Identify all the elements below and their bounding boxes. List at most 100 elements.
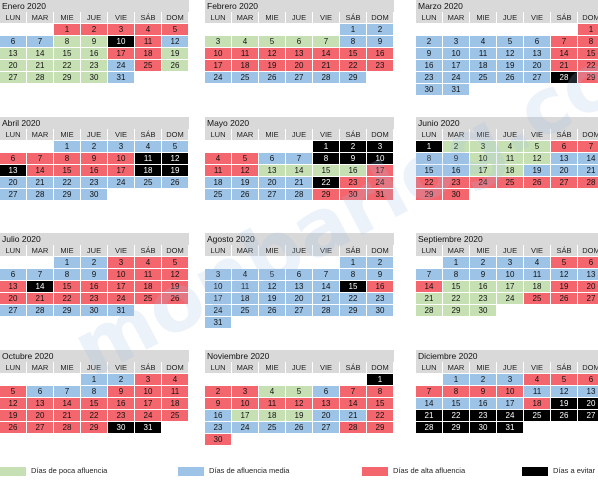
day-cell[interactable]: 13 [286,48,312,59]
day-cell[interactable]: 7 [416,269,442,280]
day-cell[interactable]: 24 [108,293,134,304]
day-cell[interactable]: 9 [81,36,107,47]
day-cell[interactable]: 27 [0,305,26,316]
day-cell[interactable]: 17 [232,410,258,421]
day-cell[interactable]: 29 [443,422,469,433]
day-cell[interactable]: 20 [524,60,550,71]
day-cell[interactable]: 29 [313,189,339,200]
day-cell[interactable]: 14 [551,48,577,59]
day-cell[interactable]: 13 [259,165,285,176]
day-cell[interactable]: 18 [232,293,258,304]
day-cell[interactable]: 19 [497,60,523,71]
day-cell[interactable]: 29 [443,305,469,316]
day-cell[interactable]: 29 [578,72,598,83]
day-cell[interactable]: 5 [232,153,258,164]
day-cell[interactable]: 27 [286,72,312,83]
day-cell[interactable]: 23 [470,410,496,421]
day-cell[interactable]: 5 [524,141,550,152]
day-cell[interactable]: 17 [108,281,134,292]
day-cell[interactable]: 27 [313,422,339,433]
day-cell[interactable]: 9 [470,269,496,280]
day-cell[interactable]: 15 [578,48,598,59]
day-cell[interactable]: 23 [416,72,442,83]
day-cell[interactable]: 12 [551,269,577,280]
day-cell[interactable]: 11 [205,165,231,176]
day-cell[interactable]: 15 [340,281,366,292]
day-cell[interactable]: 28 [27,305,53,316]
day-cell[interactable]: 3 [232,386,258,397]
day-cell[interactable]: 21 [551,60,577,71]
day-cell[interactable]: 21 [416,410,442,421]
day-cell[interactable]: 8 [54,153,80,164]
day-cell[interactable]: 14 [340,398,366,409]
day-cell[interactable]: 8 [81,386,107,397]
day-cell[interactable]: 7 [54,386,80,397]
day-cell[interactable]: 27 [578,293,598,304]
day-cell[interactable]: 27 [27,422,53,433]
day-cell[interactable]: 30 [108,422,134,433]
day-cell[interactable]: 8 [340,269,366,280]
day-cell[interactable]: 27 [0,189,26,200]
day-cell[interactable]: 3 [367,141,393,152]
day-cell[interactable]: 29 [54,189,80,200]
day-cell[interactable]: 26 [0,422,26,433]
day-cell[interactable]: 4 [135,24,161,35]
day-cell[interactable]: 13 [0,165,26,176]
day-cell[interactable]: 9 [205,398,231,409]
day-cell[interactable]: 23 [443,177,469,188]
day-cell[interactable]: 31 [205,317,231,328]
day-cell[interactable]: 12 [259,281,285,292]
day-cell[interactable]: 4 [524,374,550,385]
day-cell[interactable]: 2 [108,374,134,385]
day-cell[interactable]: 24 [232,422,258,433]
day-cell[interactable]: 13 [0,48,26,59]
day-cell[interactable]: 19 [232,177,258,188]
day-cell[interactable]: 27 [0,72,26,83]
day-cell[interactable]: 2 [416,36,442,47]
day-cell[interactable]: 11 [135,153,161,164]
day-cell[interactable]: 11 [524,269,550,280]
day-cell[interactable]: 21 [54,410,80,421]
day-cell[interactable]: 14 [27,165,53,176]
day-cell[interactable]: 17 [443,60,469,71]
day-cell[interactable]: 15 [443,281,469,292]
day-cell[interactable]: 1 [340,24,366,35]
day-cell[interactable]: 21 [313,60,339,71]
day-cell[interactable]: 17 [497,398,523,409]
day-cell[interactable]: 17 [470,165,496,176]
day-cell[interactable]: 21 [313,293,339,304]
day-cell[interactable]: 13 [578,386,598,397]
day-cell[interactable]: 8 [367,386,393,397]
day-cell[interactable]: 18 [162,398,188,409]
day-cell[interactable]: 7 [416,386,442,397]
day-cell[interactable]: 16 [443,165,469,176]
day-cell[interactable]: 17 [205,60,231,71]
day-cell[interactable]: 1 [81,374,107,385]
day-cell[interactable]: 6 [551,141,577,152]
day-cell[interactable]: 2 [443,141,469,152]
day-cell[interactable]: 1 [367,374,393,385]
day-cell[interactable]: 13 [578,269,598,280]
day-cell[interactable]: 11 [135,36,161,47]
day-cell[interactable]: 24 [205,305,231,316]
day-cell[interactable]: 10 [232,398,258,409]
day-cell[interactable]: 13 [286,281,312,292]
day-cell[interactable]: 25 [135,293,161,304]
day-cell[interactable]: 24 [135,410,161,421]
day-cell[interactable]: 23 [81,177,107,188]
day-cell[interactable]: 20 [0,293,26,304]
day-cell[interactable]: 18 [497,165,523,176]
day-cell[interactable]: 25 [497,177,523,188]
day-cell[interactable]: 20 [578,398,598,409]
day-cell[interactable]: 27 [578,410,598,421]
day-cell[interactable]: 29 [340,72,366,83]
day-cell[interactable]: 3 [108,24,134,35]
day-cell[interactable]: 23 [205,422,231,433]
day-cell[interactable]: 25 [135,60,161,71]
day-cell[interactable]: 19 [551,281,577,292]
day-cell[interactable]: 8 [578,36,598,47]
day-cell[interactable]: 21 [286,177,312,188]
day-cell[interactable]: 22 [443,293,469,304]
day-cell[interactable]: 17 [108,165,134,176]
day-cell[interactable]: 15 [367,398,393,409]
